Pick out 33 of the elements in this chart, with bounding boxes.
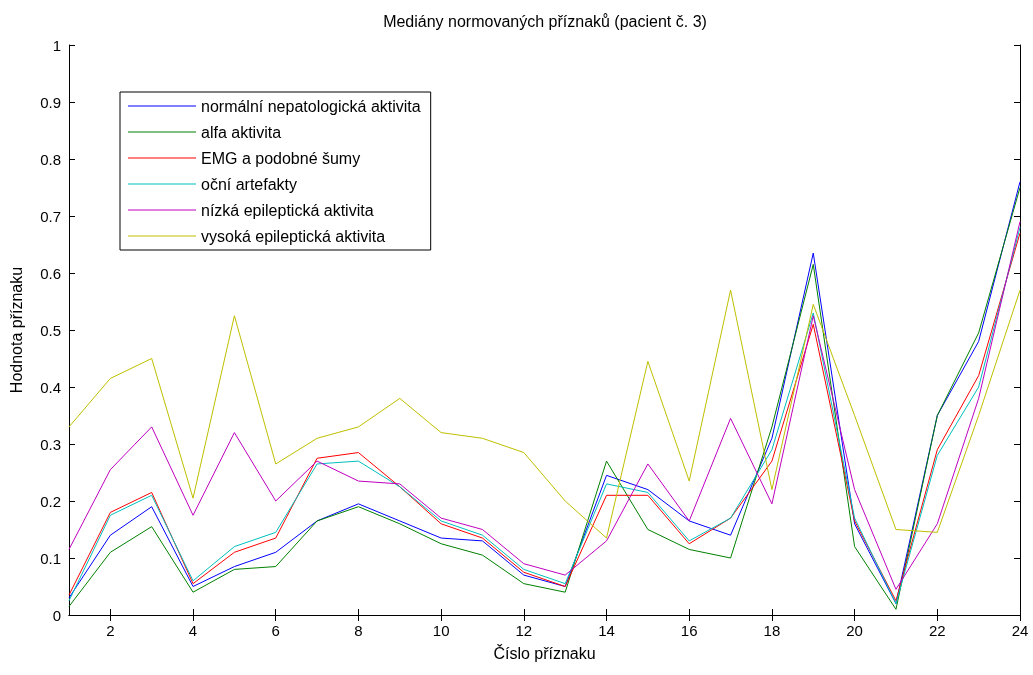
line-series [68, 289, 1021, 539]
y-tick-label: 1 [52, 36, 61, 54]
y-tick-label: 0.1 [40, 549, 61, 567]
legend-label: nízká epileptická aktivita [201, 201, 374, 219]
x-tick-label: 14 [598, 622, 615, 639]
y-tick-label: 0 [52, 606, 61, 624]
x-axis-title: Číslo příznaku [493, 643, 596, 662]
legend-label: oční artefakty [201, 175, 298, 193]
legend-label: normální nepatologická aktivita [201, 97, 421, 115]
y-tick-label: 0.8 [40, 150, 61, 168]
x-tick-label: 16 [680, 622, 698, 639]
y-tick-label: 0.3 [40, 435, 61, 453]
y-axis-title: Hodnota příznaku [7, 266, 25, 394]
y-tick-label: 0.9 [40, 93, 61, 111]
x-tick-label: 2 [106, 622, 115, 639]
legend-label: EMG a podobné šumy [201, 149, 361, 167]
x-tick-label: 6 [271, 622, 280, 639]
y-tick-label: 0.7 [40, 207, 61, 225]
x-tick-label: 10 [432, 622, 450, 639]
chart-title: Mediány normovaných příznaků (pacient č. 3) [383, 12, 707, 30]
y-tick-label: 0.2 [40, 492, 61, 510]
x-tick-label: 18 [763, 622, 781, 639]
x-tick-label: 8 [354, 622, 363, 639]
x-tick-label: 20 [846, 622, 863, 639]
x-tick-label: 24 [1011, 622, 1029, 639]
x-tick-label: 22 [928, 622, 946, 639]
x-tick-label: 12 [515, 622, 533, 639]
x-tick-label: 4 [188, 622, 198, 639]
legend-label: vysoká epileptická aktivita [201, 227, 386, 245]
y-tick-label: 0.6 [40, 264, 61, 282]
y-tick-label: 0.5 [40, 321, 61, 339]
legend-label: alfa aktivita [201, 123, 282, 141]
y-tick-label: 0.4 [40, 378, 61, 396]
